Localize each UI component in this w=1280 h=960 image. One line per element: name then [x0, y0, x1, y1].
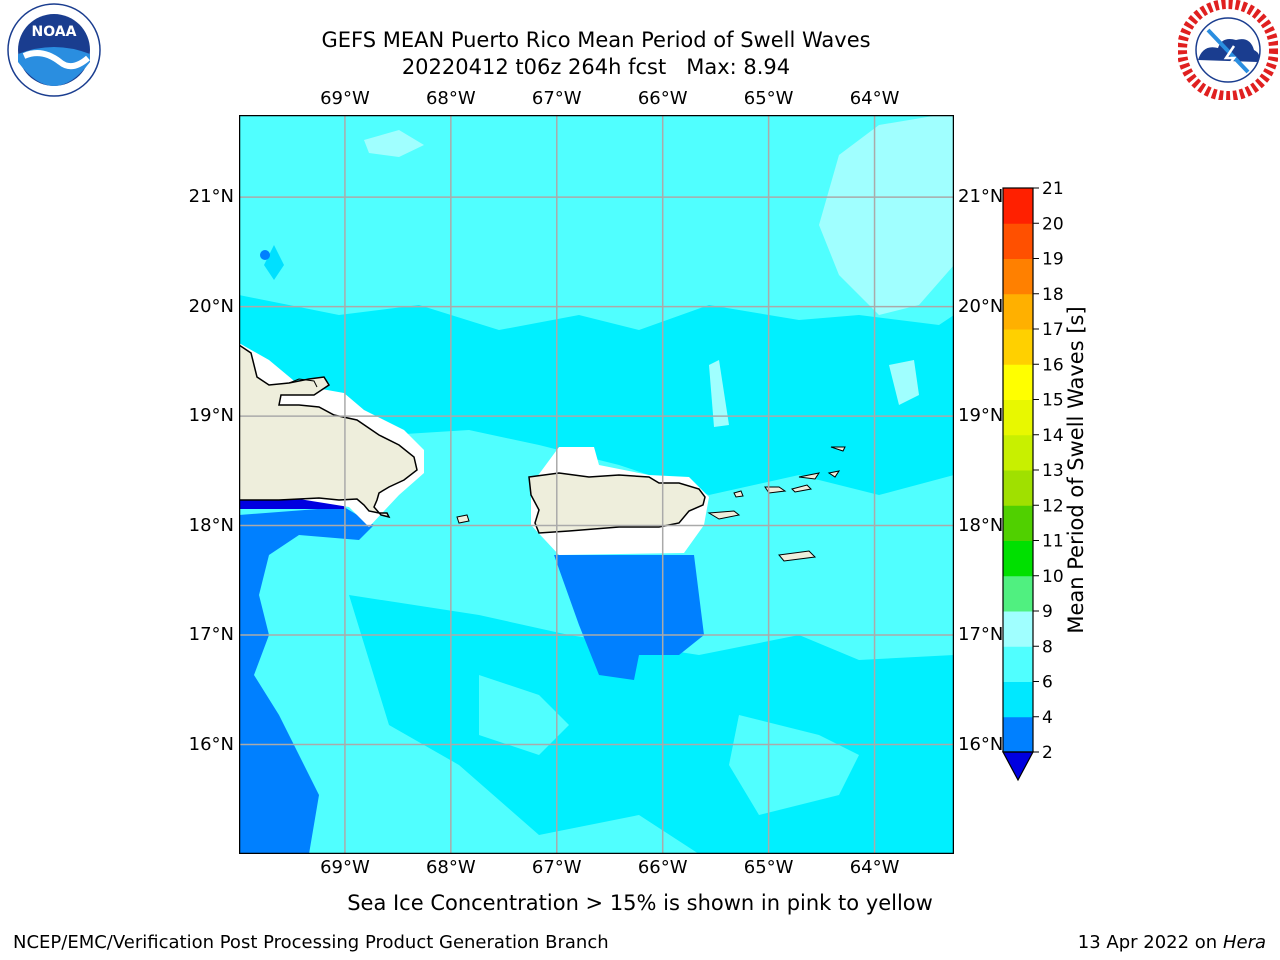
map-panel [239, 115, 954, 854]
longitude-label: 67°W [531, 88, 582, 109]
colorbar-band [1003, 646, 1033, 682]
map-graticule [239, 115, 954, 854]
noaa-logo-text: NOAA [32, 24, 77, 40]
longitude-label: 65°W [743, 857, 794, 878]
contour-band-2-4 [239, 507, 374, 854]
colorbar-tick-label: 2 [1042, 743, 1053, 763]
latitude-label: 16°N [188, 733, 234, 755]
latitude-label: 20°N [188, 295, 234, 317]
colorbar-tick-label: 13 [1042, 461, 1064, 481]
latitude-label: 21°N [188, 186, 234, 208]
st-croix-island [778, 550, 817, 562]
latitude-label: 17°N [958, 624, 1004, 646]
hispaniola-landmass [239, 344, 418, 519]
tortola-island [798, 472, 821, 480]
colorbar-band [1003, 399, 1033, 436]
culebra-island [733, 490, 744, 498]
colorbar-under-triangle [1001, 751, 1035, 782]
contour-band-6-8 [729, 715, 859, 815]
colorbar-tick-label: 12 [1042, 496, 1064, 516]
contour-band-under-2 [239, 499, 344, 509]
longitude-label: 64°W [849, 88, 900, 109]
anegada-island [830, 446, 846, 452]
contour-band-6-8 [479, 675, 569, 755]
vieques-island [707, 510, 741, 520]
st-thomas-island [764, 486, 787, 494]
latitude-label: 20°N [958, 295, 1004, 317]
colorbar-tick-label: 15 [1042, 391, 1064, 411]
st-john-island [791, 484, 813, 493]
colorbar-tick-label: 19 [1042, 250, 1064, 270]
colorbar: 2 4 6 8 9 10 11 12 13 14 15 16 17 18 19 20 21 [1001, 180, 1064, 782]
contour-band-2-4 [554, 555, 704, 680]
contour-band-8-9 [819, 115, 954, 315]
contour-band-8-9 [709, 360, 729, 427]
puerto-rico-landmass [528, 472, 706, 534]
map-frame [239, 115, 954, 854]
contour-band-2-4 [260, 250, 270, 260]
footer-date-text: 13 Apr 2022 on [1077, 932, 1223, 953]
colorbar-tick-label: 9 [1042, 602, 1053, 622]
colorbar-tick-label: 18 [1042, 285, 1064, 305]
virgin-gorda-island [827, 470, 841, 478]
colorbar-tick-label: 14 [1042, 426, 1064, 446]
colorbar-bands [1003, 188, 1033, 753]
longitude-label: 66°W [637, 857, 688, 878]
colorbar-band [1003, 434, 1033, 471]
latitude-label: 16°N [958, 733, 1004, 755]
footer-host: Hera [1222, 932, 1266, 953]
longitude-label: 69°W [320, 88, 370, 109]
latitude-label: 17°N [188, 624, 234, 646]
longitude-label: 68°W [425, 88, 476, 109]
colorbar-ticks: 2 4 6 8 9 10 11 12 13 14 15 16 17 18 19 20 21 [1033, 180, 1064, 763]
colorbar-band [1003, 470, 1033, 506]
longitude-label: 66°W [637, 88, 688, 109]
colorbar-band [1003, 293, 1033, 330]
coastline [288, 378, 318, 388]
latitude-label: 18°N [188, 514, 234, 536]
colorbar-band [1003, 611, 1033, 647]
colorbar-band [1003, 364, 1033, 400]
longitude-label: 69°W [320, 857, 370, 878]
longitude-label: 67°W [531, 857, 582, 878]
colorbar-band [1003, 329, 1033, 365]
latitude-label: 19°N [958, 405, 1004, 427]
noaa-logo-icon: NOAA [2, 2, 106, 102]
chart-title: GEFS MEAN Puerto Rico Mean Period of Swe… [321, 28, 871, 52]
longitude-label: 65°W [743, 88, 794, 109]
colorbar-tick-label: 10 [1042, 567, 1064, 587]
nws-logo-icon [1177, 0, 1279, 101]
contour-band-8-9 [364, 130, 424, 157]
chart-subtitle: 20220412 t06z 264h fcst Max: 8.94 [401, 55, 791, 79]
colorbar-band [1003, 188, 1033, 224]
colorbar-tick-label: 4 [1042, 708, 1053, 728]
latitude-label: 21°N [958, 186, 1004, 208]
contour-band-4-6 [264, 245, 284, 280]
colorbar-band [1003, 258, 1033, 295]
longitude-label: 64°W [849, 857, 900, 878]
latitude-label: 18°N [958, 514, 1004, 536]
colorbar-band [1003, 223, 1033, 259]
colorbar-band [1003, 505, 1033, 541]
contour-band-8-9 [889, 360, 919, 405]
colorbar-band [1003, 716, 1033, 753]
colorbar-label: Mean Period of Swell Waves [s] [1064, 306, 1088, 634]
latitude-label: 19°N [188, 405, 234, 427]
colorbar-band [1003, 575, 1033, 612]
colorbar-tick-label: 11 [1042, 532, 1064, 552]
colorbar-tick-label: 17 [1042, 320, 1064, 340]
colorbar-band [1003, 681, 1033, 718]
colorbar-tick-label: 6 [1042, 673, 1053, 693]
contour-band-4-6 [239, 295, 954, 495]
mona-island [456, 514, 470, 524]
colorbar-tick-label: 21 [1042, 180, 1064, 199]
longitude-label: 68°W [425, 857, 476, 878]
colorbar-tick-label: 16 [1042, 355, 1064, 375]
colorbar-tick-label: 20 [1042, 214, 1064, 234]
footer-credit: NCEP/EMC/Verification Post Processing Pr… [13, 932, 609, 953]
colorbar-tick-label: 8 [1042, 637, 1053, 657]
footer-date: 13 Apr 2022 on Hera [1078, 932, 1266, 953]
colorbar-band [1003, 540, 1033, 577]
sea-ice-note: Sea Ice Concentration > 15% is shown in … [347, 891, 933, 915]
